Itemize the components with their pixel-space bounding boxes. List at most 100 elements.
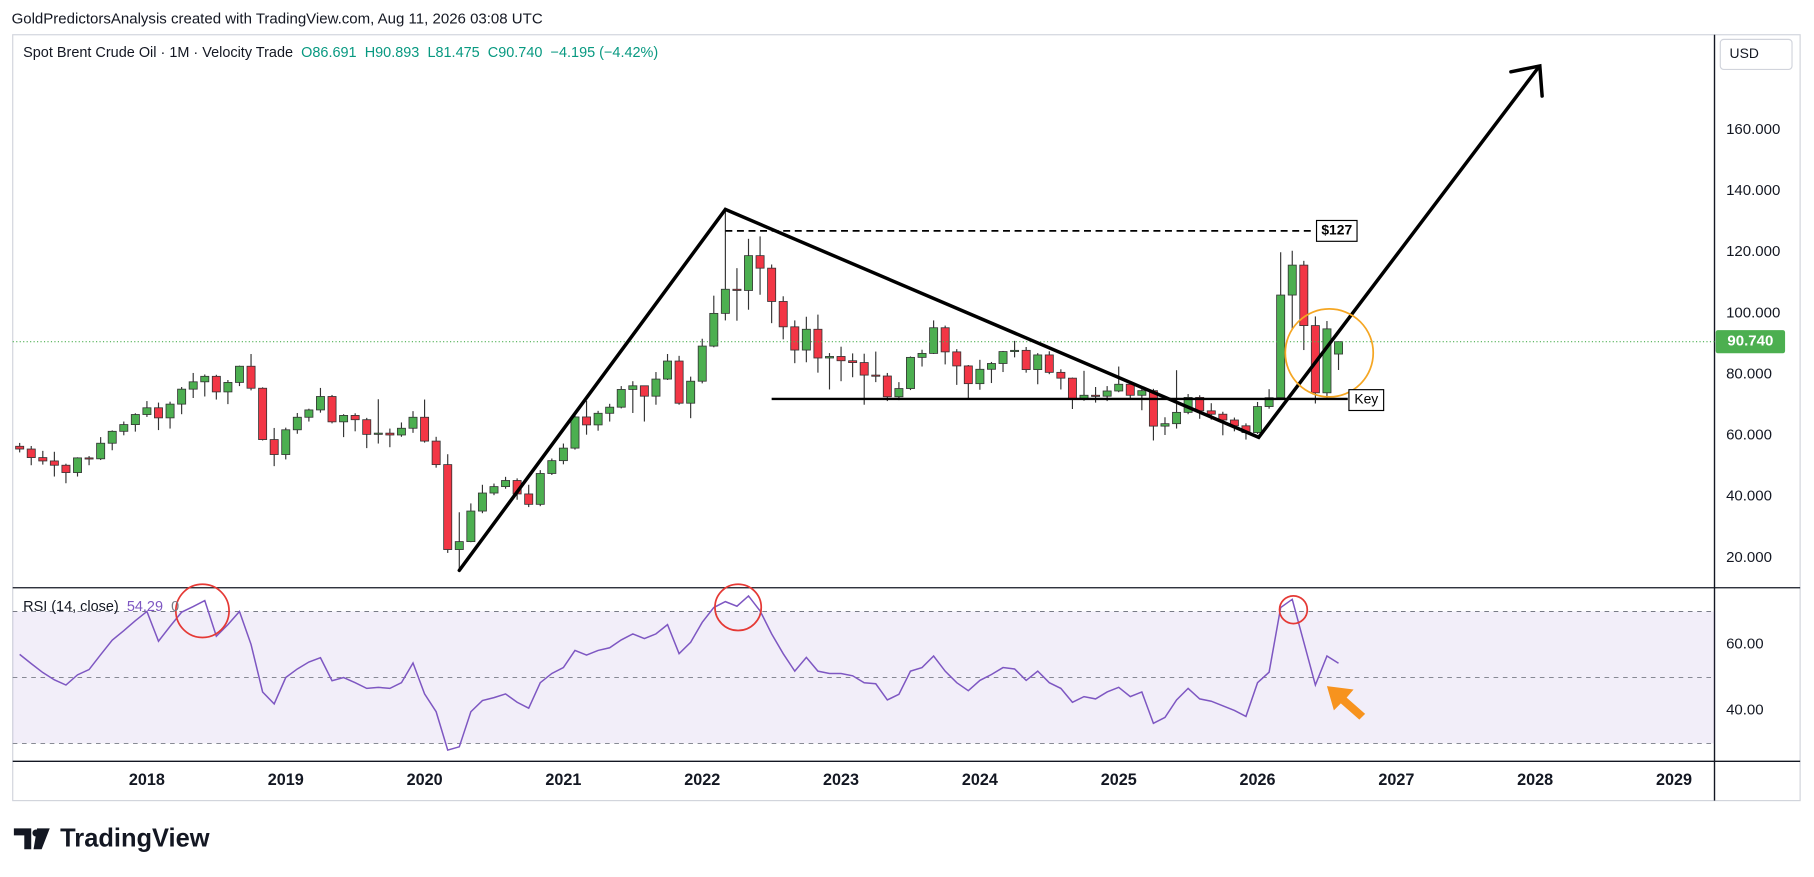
logo: TradingView — [13, 825, 210, 853]
candle-body — [489, 486, 499, 494]
candle-body — [211, 375, 221, 393]
candle-body — [49, 460, 59, 466]
candle-body — [1067, 377, 1077, 400]
candle-body — [674, 360, 684, 404]
currency-box[interactable] — [1719, 38, 1793, 71]
candle-body — [848, 360, 858, 363]
candle-body — [952, 351, 962, 367]
frame — [12, 34, 1801, 802]
rsi-arrow — [1326, 686, 1366, 720]
candle-body — [142, 407, 152, 415]
candle-body — [119, 424, 129, 432]
y-tick-label: 60.00 — [1726, 635, 1764, 652]
candle-body — [443, 464, 453, 550]
candle-body — [917, 352, 927, 358]
x-tick-label: 2021 — [545, 771, 581, 789]
symbol-label: Spot Brent Crude Oil · 1M · Velocity Tra… — [23, 45, 293, 61]
rsi-line — [19, 594, 1339, 751]
candle-body — [605, 406, 615, 414]
candle-body — [940, 327, 950, 353]
change-label: −4.195 (−4.42%) — [551, 45, 659, 61]
candle-body — [1091, 394, 1101, 397]
candle-body — [107, 430, 117, 444]
x-tick-label: 2020 — [407, 771, 443, 789]
candle-body — [1264, 397, 1274, 407]
candle-body — [396, 427, 406, 436]
y-tick-label: 20.000 — [1726, 549, 1772, 566]
candle-body — [292, 416, 302, 431]
candle-body — [26, 448, 36, 458]
trend-path — [457, 65, 1541, 573]
x-tick-label: 2018 — [129, 771, 165, 789]
y-tick-label: 40.000 — [1726, 488, 1772, 505]
annotation-box — [1315, 219, 1358, 242]
candle-body — [732, 288, 742, 291]
logo-text: TradingView — [60, 825, 210, 853]
candle-body — [1102, 390, 1112, 397]
candle-body — [223, 382, 233, 393]
x-tick-label: 2024 — [962, 771, 998, 789]
x-tick-label: 2027 — [1378, 771, 1414, 789]
annotation-label: Key — [1354, 391, 1378, 407]
candle-body — [894, 388, 904, 398]
candle-body — [524, 493, 534, 505]
price-pane — [12, 211, 1715, 571]
y-tick-label: 120.000 — [1726, 243, 1780, 260]
logo-mark — [13, 828, 50, 850]
candle-body — [871, 374, 881, 377]
candle-body — [200, 375, 210, 383]
y-tick-label: 40.00 — [1726, 701, 1764, 718]
candle-body — [744, 255, 753, 291]
x-tick-label: 2028 — [1517, 771, 1553, 789]
candle-body — [350, 415, 360, 421]
candle-body — [547, 460, 557, 474]
candle-body — [767, 267, 777, 302]
candle-body — [535, 473, 545, 505]
candle-body — [84, 457, 94, 460]
annotation-label: $127 — [1321, 222, 1352, 238]
candle-body — [639, 385, 649, 397]
rsi-title: RSI (14, close) — [23, 599, 119, 615]
candle-body — [235, 365, 244, 383]
candle-body — [1044, 354, 1054, 373]
candle-body — [801, 328, 811, 351]
candle-body — [628, 385, 638, 390]
candle-body — [558, 447, 568, 462]
candle-body — [258, 387, 268, 440]
x-tick-label: 2019 — [268, 771, 304, 789]
candle-body — [373, 432, 383, 435]
candle-body — [38, 457, 48, 462]
y-tick-label: 80.000 — [1726, 365, 1772, 382]
candle-body — [154, 407, 163, 419]
candle-body — [1299, 264, 1309, 327]
candle-body — [246, 365, 256, 389]
candle-body — [813, 328, 823, 359]
ohlc-close: C90.740 — [488, 45, 543, 61]
rsi-circle — [714, 583, 763, 632]
candle-body — [1276, 294, 1286, 399]
logo-dot — [32, 829, 40, 837]
candle-body — [998, 351, 1008, 364]
candle-body — [1021, 349, 1031, 371]
x-tick-label: 2025 — [1101, 771, 1137, 789]
last-price-label: 90.740 — [1727, 333, 1773, 350]
candle-body — [316, 396, 325, 411]
candle-body — [1114, 383, 1124, 392]
candle-body — [1056, 371, 1066, 379]
candle-body — [570, 416, 580, 449]
candle-body — [1148, 390, 1158, 427]
y-tick-label: 100.000 — [1726, 304, 1780, 321]
candle-body — [477, 492, 487, 512]
y-tick-label: 60.000 — [1726, 427, 1772, 444]
candle-body — [1160, 423, 1170, 427]
candle-body — [339, 415, 349, 423]
candle-body — [963, 365, 973, 385]
candle-body — [1137, 390, 1147, 396]
ohlc-open: O86.691 — [301, 45, 356, 61]
candle-body — [986, 363, 996, 370]
rsi-pane — [12, 594, 1715, 751]
candle-body — [929, 327, 939, 354]
drawings — [457, 63, 1544, 573]
